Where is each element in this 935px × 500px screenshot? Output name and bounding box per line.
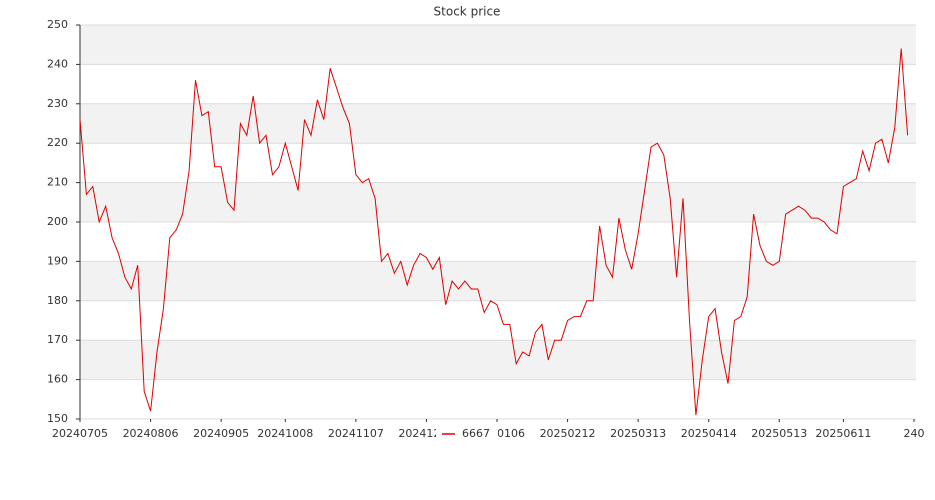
y-tick-label: 240 [47, 57, 68, 70]
y-tick-label: 160 [47, 373, 68, 386]
x-tick-label: 20240806 [123, 427, 179, 440]
background-bands [80, 25, 916, 380]
grid [80, 24, 916, 420]
x-tick-label: 20250212 [540, 427, 596, 440]
band [80, 340, 916, 380]
y-tick-label: 250 [47, 18, 68, 31]
legend-label: 6667 [462, 427, 490, 440]
y-tick-label: 190 [47, 254, 68, 267]
x-tick-label: 20241107 [328, 427, 384, 440]
band [80, 182, 916, 222]
chart-title: Stock price [434, 5, 501, 19]
y-tick-label: 200 [47, 215, 68, 228]
x-tick-label: 20240905 [193, 427, 249, 440]
y-tick-label: 230 [47, 97, 68, 110]
x-tick-label: 20250313 [610, 427, 666, 440]
legend: 6667 [436, 426, 498, 442]
x-tick-label: 20250513 [751, 427, 807, 440]
y-tick-label: 170 [47, 333, 68, 346]
legend-box [436, 426, 498, 442]
price-line [79, 48, 909, 416]
band [80, 25, 916, 65]
band [80, 261, 916, 301]
x-tick-label: 20240705 [52, 427, 108, 440]
x-tick-label: 20250611 [815, 427, 871, 440]
y-tick-label: 210 [47, 176, 68, 189]
x-tick-label: 20250414 [681, 427, 737, 440]
x-tick-label: 20241008 [257, 427, 313, 440]
x-tick-label: 240 [904, 427, 925, 440]
y-tick-label: 150 [47, 412, 68, 425]
y-tick-label: 220 [47, 136, 68, 149]
band [80, 103, 916, 144]
y-tick-label: 180 [47, 294, 68, 307]
